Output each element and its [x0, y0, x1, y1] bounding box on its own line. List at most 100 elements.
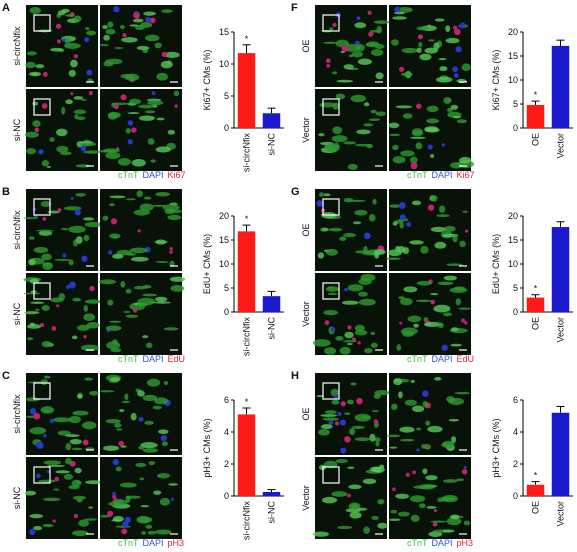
cell — [25, 397, 41, 402]
nucleus — [339, 419, 346, 426]
x-tick-label: Vector — [556, 317, 566, 343]
x-tick-label: OE — [531, 501, 541, 514]
nucleus — [461, 468, 468, 475]
nucleus — [455, 46, 462, 53]
cell — [138, 115, 155, 121]
cell — [35, 308, 40, 311]
cell — [351, 51, 363, 58]
nucleus — [65, 284, 70, 289]
cell — [416, 47, 422, 53]
cell — [411, 130, 424, 137]
cell — [68, 415, 81, 424]
cell — [125, 253, 137, 256]
cell — [105, 58, 123, 65]
micrograph-bg — [100, 373, 182, 455]
nucleus — [49, 418, 55, 424]
nucleus — [334, 421, 340, 426]
cell — [406, 287, 412, 291]
cell — [374, 251, 380, 259]
cell — [84, 518, 97, 521]
zoom-box — [33, 198, 51, 216]
nucleus — [416, 448, 420, 452]
cell — [145, 34, 160, 42]
row-label: si-NC — [12, 486, 22, 509]
nucleus — [340, 401, 346, 407]
cell — [140, 505, 150, 508]
micrograph-bg — [315, 373, 387, 455]
cell — [121, 37, 138, 43]
cell — [83, 150, 101, 154]
row-label: Vector — [301, 301, 311, 327]
cell — [144, 110, 156, 114]
cell — [105, 28, 116, 35]
cell — [102, 25, 108, 30]
cell — [142, 448, 159, 453]
nucleus — [127, 120, 134, 126]
cell — [29, 7, 41, 15]
x-tick-label: OE — [531, 133, 541, 146]
micrograph — [389, 273, 471, 355]
cell — [372, 466, 385, 473]
cell — [41, 253, 52, 261]
cell — [435, 214, 450, 218]
nucleus — [42, 71, 48, 77]
cell — [26, 148, 37, 155]
cell — [105, 418, 121, 424]
cell — [371, 48, 384, 56]
cell — [317, 428, 330, 436]
y-tick-label: 0 — [224, 123, 229, 133]
y-axis-label: Ki67+ CMs (%) — [491, 50, 501, 111]
nucleus — [453, 25, 458, 30]
cell — [155, 146, 171, 153]
cell — [83, 234, 90, 242]
cell — [430, 226, 446, 233]
y-axis-label: pH3+ CMs (%) — [491, 418, 501, 477]
y-tick-label: 10 — [219, 259, 229, 269]
x-tick-label: Vector — [556, 501, 566, 527]
nucleus — [463, 465, 467, 469]
cell — [395, 493, 410, 499]
cell — [317, 252, 325, 259]
cell — [53, 488, 60, 491]
y-tick-label: 5 — [513, 283, 518, 293]
cell — [119, 482, 137, 488]
cell — [369, 30, 382, 33]
cell — [450, 343, 463, 347]
cell — [85, 27, 90, 31]
cell — [437, 281, 454, 286]
micrograph-bg — [389, 273, 471, 355]
cell — [155, 191, 171, 197]
nucleus — [347, 325, 352, 330]
cell — [68, 259, 74, 266]
stain-label: EdU — [168, 354, 186, 364]
cell — [416, 427, 422, 431]
cell — [364, 347, 373, 354]
cell — [124, 73, 140, 82]
cell — [375, 441, 380, 447]
cell — [89, 390, 99, 396]
stain-label: DAPI — [432, 170, 453, 180]
cell — [396, 344, 402, 351]
cell — [157, 472, 170, 479]
cell — [82, 217, 95, 221]
cell — [463, 520, 471, 526]
cell — [401, 47, 418, 54]
cell — [400, 327, 418, 336]
stain-label: DAPI — [143, 170, 164, 180]
cell — [57, 430, 71, 436]
nucleus — [74, 209, 81, 216]
cell — [46, 165, 51, 168]
cell — [361, 416, 371, 419]
cell — [374, 437, 381, 443]
micrograph — [312, 457, 388, 539]
micrograph-bg — [389, 189, 471, 271]
cell — [341, 300, 359, 305]
cell — [140, 442, 158, 449]
cell — [125, 288, 132, 294]
cell — [423, 321, 442, 327]
cell — [28, 259, 36, 266]
cell — [145, 342, 153, 349]
nucleus — [62, 253, 67, 258]
cell — [142, 293, 158, 297]
cell — [443, 275, 457, 281]
